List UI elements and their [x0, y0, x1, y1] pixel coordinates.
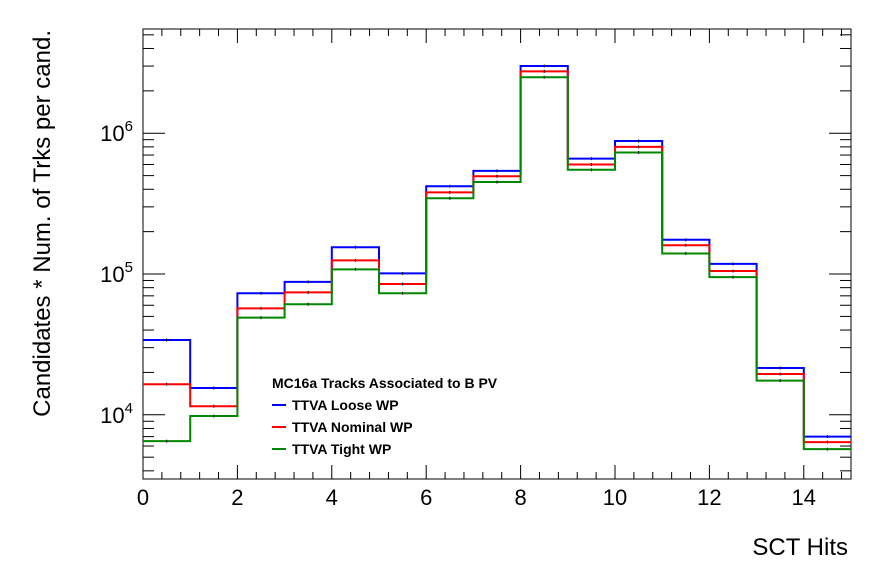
y-tick-base: 10 — [100, 121, 124, 146]
y-tick-exponent: 6 — [125, 118, 133, 135]
y-axis-title: Candidates * Num. of Trks per cand. — [29, 30, 56, 417]
y-tick-exponent: 4 — [125, 400, 133, 417]
y-tick-base: 10 — [100, 403, 124, 428]
y-tick-label: 105 — [100, 259, 133, 287]
y-tick-exponent: 5 — [125, 259, 133, 276]
legend-entry: TTVA Loose WP — [292, 397, 399, 413]
series-lines — [143, 64, 851, 451]
x-tick-label: 4 — [326, 485, 338, 510]
plot-frame — [142, 28, 852, 480]
x-tick-label: 0 — [137, 485, 149, 510]
x-tick-label: 10 — [603, 485, 627, 510]
legend: MC16a Tracks Associated to B PV TTVA Loos… — [272, 375, 498, 457]
x-tick-label: 14 — [792, 485, 816, 510]
x-tick-label: 8 — [514, 485, 526, 510]
y-tick-label: 104 — [100, 400, 133, 428]
y-tick-base: 10 — [100, 262, 124, 287]
x-tick-label: 6 — [420, 485, 432, 510]
x-tick-label: 12 — [697, 485, 721, 510]
x-axis-ticks: 0 2 4 6 8 10 12 14 — [137, 29, 843, 510]
x-tick-label: 2 — [231, 485, 243, 510]
plot-border — [142, 28, 852, 480]
legend-entry: TTVA Nominal WP — [292, 419, 413, 435]
legend-entry: TTVA Tight WP — [292, 441, 391, 457]
legend-title: MC16a Tracks Associated to B PV — [272, 375, 498, 391]
y-tick-label: 106 — [100, 118, 133, 146]
x-axis-title: SCT Hits — [752, 534, 848, 561]
